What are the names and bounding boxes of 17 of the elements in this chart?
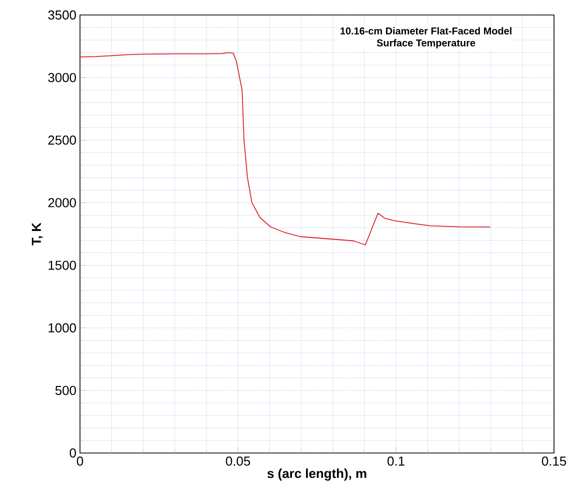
x-axis-title: s (arc length), m — [267, 468, 366, 481]
x-tick-label: 0 — [76, 456, 84, 466]
text: Surface Temperature — [376, 39, 476, 48]
y-tick-label: 1500 — [48, 260, 76, 270]
y-tick-label: 2000 — [48, 198, 76, 208]
y-tick-label: 3500 — [48, 10, 76, 20]
line-series — [80, 52, 491, 246]
x-tick-label: 0.1 — [388, 456, 404, 466]
y-tick-label: 0 — [70, 448, 76, 458]
y-tick-label: 500 — [55, 386, 76, 396]
y-tick-label: 3000 — [48, 72, 76, 82]
text: 10.16-cm Diameter Flat-Faced Model — [340, 27, 512, 34]
x-tick-label: 0.15 — [542, 456, 566, 466]
y-tick-label: 2500 — [48, 136, 76, 145]
y-axis-title: T, K — [32, 222, 43, 246]
x-tick-label: 0.05 — [226, 456, 250, 466]
y-tick-label: 1000 — [48, 323, 76, 332]
